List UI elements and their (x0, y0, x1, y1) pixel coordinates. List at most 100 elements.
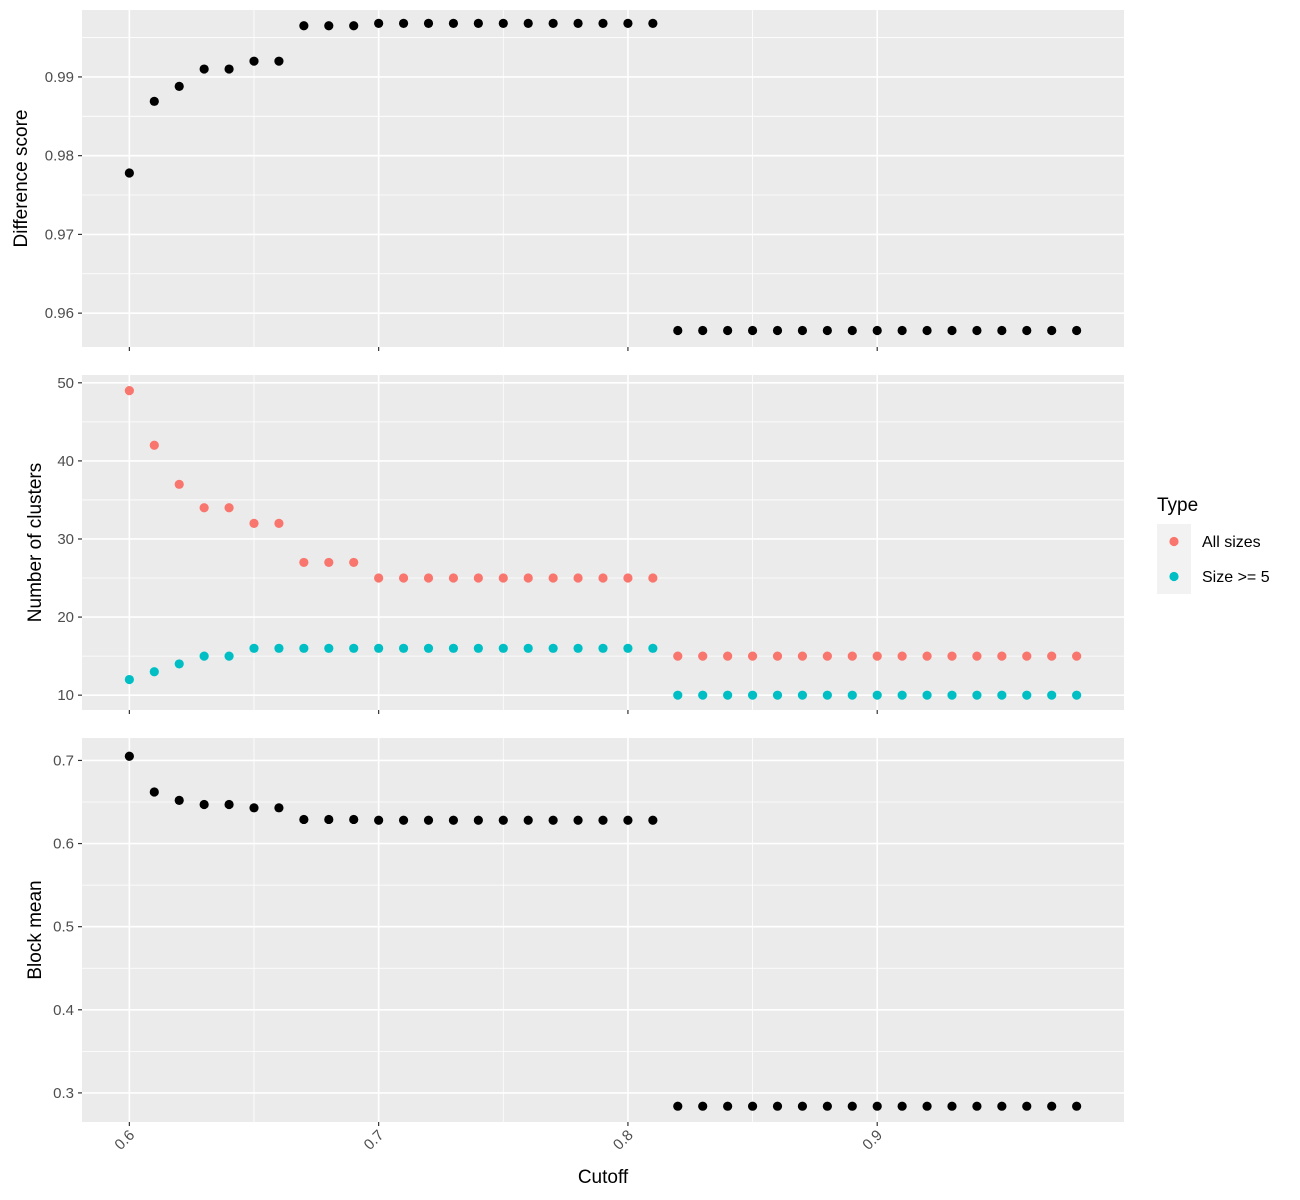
y-tick-label: 0.4 (53, 1002, 74, 1019)
data-point (398, 815, 409, 825)
legend-label: Size >= 5 (1202, 569, 1270, 586)
data-point (598, 18, 608, 28)
data-point (922, 690, 932, 700)
x-tick-label: 0.7 (361, 1127, 388, 1154)
data-point (573, 573, 583, 583)
data-point (149, 96, 159, 106)
data-point (997, 651, 1007, 661)
data-point (698, 690, 708, 700)
data-point (423, 18, 434, 28)
data-point (498, 815, 508, 825)
data-point (224, 64, 234, 74)
y-tick-label: 20 (57, 609, 74, 626)
data-point (723, 325, 733, 336)
panel-background (82, 738, 1124, 1122)
data-point (972, 651, 982, 661)
data-point (548, 815, 558, 825)
data-point (448, 573, 459, 583)
data-point (324, 814, 334, 825)
data-point (1047, 690, 1057, 700)
data-point (922, 325, 932, 336)
data-point (723, 690, 733, 700)
data-point (1022, 690, 1032, 700)
y-tick-label: 0.5 (53, 919, 74, 936)
y-tick-label: 30 (57, 531, 74, 548)
data-point (174, 81, 184, 91)
data-point (972, 1101, 982, 1111)
data-point (897, 1101, 907, 1111)
data-point (822, 325, 832, 336)
data-point (573, 815, 583, 825)
data-point (423, 573, 434, 583)
data-point (922, 651, 932, 661)
data-point (224, 799, 234, 810)
data-point (598, 573, 608, 583)
data-point (897, 690, 907, 700)
data-point (772, 325, 783, 336)
data-point (249, 803, 259, 813)
data-point (723, 1101, 733, 1111)
data-point (124, 168, 134, 178)
data-point (972, 325, 982, 336)
data-point (747, 651, 758, 661)
data-point (648, 573, 658, 583)
data-point (1072, 651, 1082, 661)
legend-label: All sizes (1202, 534, 1261, 551)
data-point (997, 325, 1007, 336)
data-point (847, 651, 857, 661)
data-point (997, 690, 1007, 700)
data-point (673, 1101, 683, 1111)
data-point (648, 815, 658, 825)
data-point (1072, 1101, 1082, 1111)
data-point (623, 573, 633, 583)
data-point (448, 643, 459, 653)
data-point (972, 690, 982, 700)
data-point (1047, 1101, 1057, 1111)
data-point (673, 690, 683, 700)
data-point (149, 667, 159, 677)
data-point (274, 803, 284, 813)
data-point (548, 18, 558, 28)
y-tick-label: 0.3 (53, 1085, 74, 1102)
data-point (822, 690, 832, 700)
data-point (897, 325, 907, 336)
data-point (947, 1101, 957, 1111)
data-point (847, 1101, 857, 1111)
y-tick-label: 0.97 (45, 226, 74, 243)
y-axis-title: Number of clusters (25, 463, 46, 622)
panel-background (82, 375, 1124, 710)
y-axis-title: Difference score (11, 110, 32, 248)
data-point (324, 21, 334, 31)
data-point (149, 787, 159, 797)
panel-2: 10 20 30 40 50 Number of clusters (25, 375, 1124, 714)
data-point (349, 643, 359, 653)
data-point (1072, 690, 1082, 700)
data-point (174, 479, 184, 489)
legend: Type All sizes Size >= 5 (1157, 495, 1270, 594)
data-point (947, 325, 957, 336)
data-point (648, 643, 658, 653)
data-point (623, 18, 633, 28)
data-point (573, 18, 583, 28)
data-point (872, 1101, 882, 1111)
data-point (199, 799, 209, 810)
data-point (498, 643, 508, 653)
data-point (698, 1101, 708, 1111)
data-point (922, 1101, 932, 1111)
data-point (797, 651, 808, 661)
data-point (149, 440, 159, 450)
legend-title: Type (1157, 495, 1198, 516)
data-point (349, 557, 359, 568)
data-point (797, 690, 808, 700)
data-point (872, 690, 882, 700)
data-point (947, 690, 957, 700)
data-point (648, 18, 658, 28)
panel-1: 0.96 0.97 0.98 0.99 Difference score (11, 10, 1124, 351)
data-point (947, 651, 957, 661)
data-point (623, 815, 633, 825)
data-point (673, 651, 683, 661)
data-point (673, 325, 683, 336)
data-point (224, 503, 234, 513)
y-tick-label: 50 (57, 375, 74, 392)
y-tick-label: 0.7 (53, 752, 74, 769)
